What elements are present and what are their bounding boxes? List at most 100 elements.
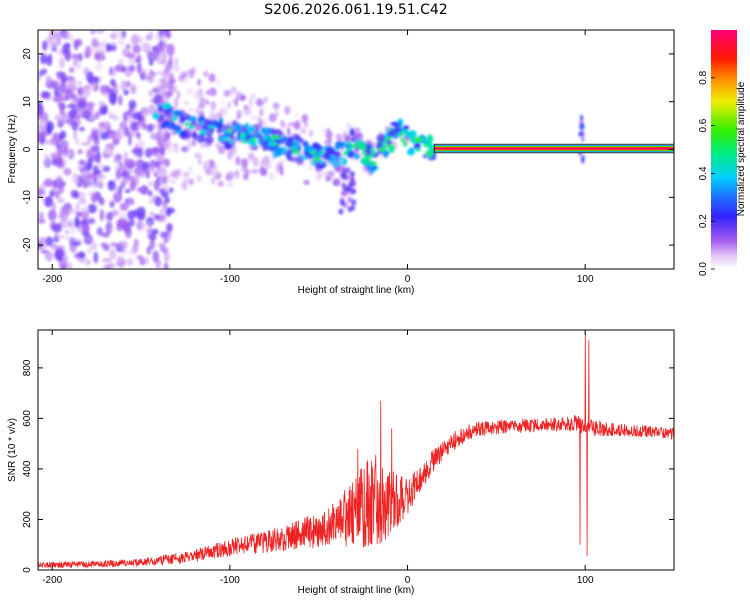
spectrogram-xlabel: Height of straight line (km): [298, 285, 415, 296]
spectrogram-blob: [38, 211, 44, 222]
spectrogram-blob: [168, 72, 175, 81]
spectrogram-blob: [73, 253, 80, 259]
spectrogram-blob: [194, 152, 202, 159]
spectrogram-blob: [171, 143, 179, 148]
spectrogram-blob: [43, 153, 50, 161]
spectrogram-blob: [225, 173, 232, 182]
spectrogram-blob: [82, 87, 92, 97]
spectrogram-blob: [166, 43, 175, 56]
spectrogram-blob: [222, 136, 229, 141]
spectrogram-blob: [275, 163, 280, 174]
spectrogram-blob: [76, 165, 84, 170]
colorbar-tick-label: 0.6: [698, 118, 709, 132]
spectrogram-blob: [144, 147, 153, 158]
spectrogram-blob: [93, 251, 99, 264]
spectrogram-blob: [335, 161, 342, 166]
spectrogram-blob: [210, 101, 217, 111]
spectrogram-blob: [127, 135, 132, 146]
spectrogram-blob: [91, 37, 99, 47]
spectrogram-blob: [385, 144, 393, 148]
spectrogram-blob: [256, 116, 263, 123]
spectrogram-blob: [200, 98, 209, 104]
spectrogram-blob: [120, 162, 127, 173]
spectrogram-blob: [337, 156, 342, 161]
snr-ylabel: SNR (10 * v/v): [7, 418, 18, 482]
spectrogram-blob: [273, 134, 279, 140]
spectrogram-blob: [217, 180, 224, 187]
spectrogram-blob: [79, 126, 85, 132]
spectrogram-blob: [47, 209, 57, 221]
spectrogram-blob: [360, 145, 367, 151]
snr-ytick-label: 0: [22, 567, 33, 573]
spectrogram-blob: [136, 211, 145, 221]
spectrogram-blob: [83, 233, 93, 245]
spectrogram-blob: [136, 255, 144, 260]
spectrogram-blob: [226, 128, 232, 134]
spectrogram-blob: [403, 125, 410, 130]
spectrogram-blob: [162, 199, 168, 210]
spectrogram-blob: [57, 197, 65, 204]
spectrogram-blob: [323, 140, 328, 145]
spectrogram-blob: [38, 116, 45, 121]
spectrogram-xtick-label: -200: [42, 274, 62, 285]
spectrogram-blob: [94, 63, 104, 71]
spectrogram-blob: [322, 152, 329, 159]
spectrogram-blob: [172, 147, 180, 153]
spectrogram-blob: [146, 123, 154, 133]
spectrogram-blob: [415, 147, 421, 152]
spectrogram-blob: [73, 190, 80, 199]
spectrogram-blob: [300, 127, 307, 135]
spectrogram-band-outline: [433, 143, 674, 154]
spectrogram-band: [433, 143, 674, 154]
spectrogram-blob: [168, 187, 174, 194]
spectrogram-blob: [69, 34, 75, 43]
spectrogram-blob: [580, 157, 584, 163]
spectrogram-blob: [123, 126, 130, 137]
spectrogram-blob: [82, 180, 88, 189]
spectrogram-blob: [38, 186, 43, 197]
spectrogram-blob: [168, 143, 172, 154]
spectrogram-blob: [95, 181, 105, 189]
spectrogram-blob: [259, 107, 264, 117]
spectrogram-blob: [148, 31, 153, 41]
spectrogram-blob: [262, 134, 268, 141]
spectrogram-blob: [55, 234, 66, 240]
spectrogram-blob: [90, 130, 99, 141]
spectrogram-blob: [405, 131, 411, 136]
snr-plot-area: [38, 330, 674, 570]
spectrogram-blob: [82, 218, 90, 225]
spectrogram-blob: [350, 144, 358, 148]
spectrogram-blob: [581, 124, 585, 130]
spectrogram-blob: [239, 133, 247, 139]
spectrogram-blob: [208, 73, 216, 83]
spectrogram-blob: [310, 150, 317, 155]
spectrogram-blob: [284, 105, 291, 115]
spectrogram-blob: [65, 88, 74, 100]
spectrogram-blob: [205, 89, 210, 96]
spectrogram-blob: [86, 149, 95, 160]
spectrogram-blob: [400, 137, 406, 143]
spectrogram-blob: [356, 141, 364, 146]
spectrogram-blob: [99, 40, 107, 49]
spectrogram-blob: [149, 163, 156, 173]
spectrogram-blob: [46, 123, 52, 136]
spectrogram-blob: [161, 167, 167, 174]
spectrogram-blob: [160, 154, 165, 162]
colorbar-label: Normalized spectral amplitude: [736, 81, 747, 216]
snr-ytick-label: 800: [22, 359, 33, 376]
spectrogram-x-axis: -200 -100 0 100: [42, 30, 594, 285]
spectrogram-blob: [234, 123, 243, 132]
spectrogram-blob: [45, 159, 50, 167]
spectrogram-blob: [105, 121, 111, 130]
spectrogram-blob: [278, 164, 284, 173]
spectrogram-blob: [75, 138, 80, 146]
spectrogram-blob: [235, 156, 241, 165]
spectrogram-blob: [51, 80, 60, 90]
spectrogram-blob: [159, 143, 165, 147]
spectrogram-blob: [205, 135, 214, 145]
spectrogram-blob: [211, 168, 219, 178]
spectrogram-blob: [134, 58, 140, 63]
spectrogram-blob: [61, 255, 69, 263]
spectrogram-blob: [214, 112, 223, 119]
